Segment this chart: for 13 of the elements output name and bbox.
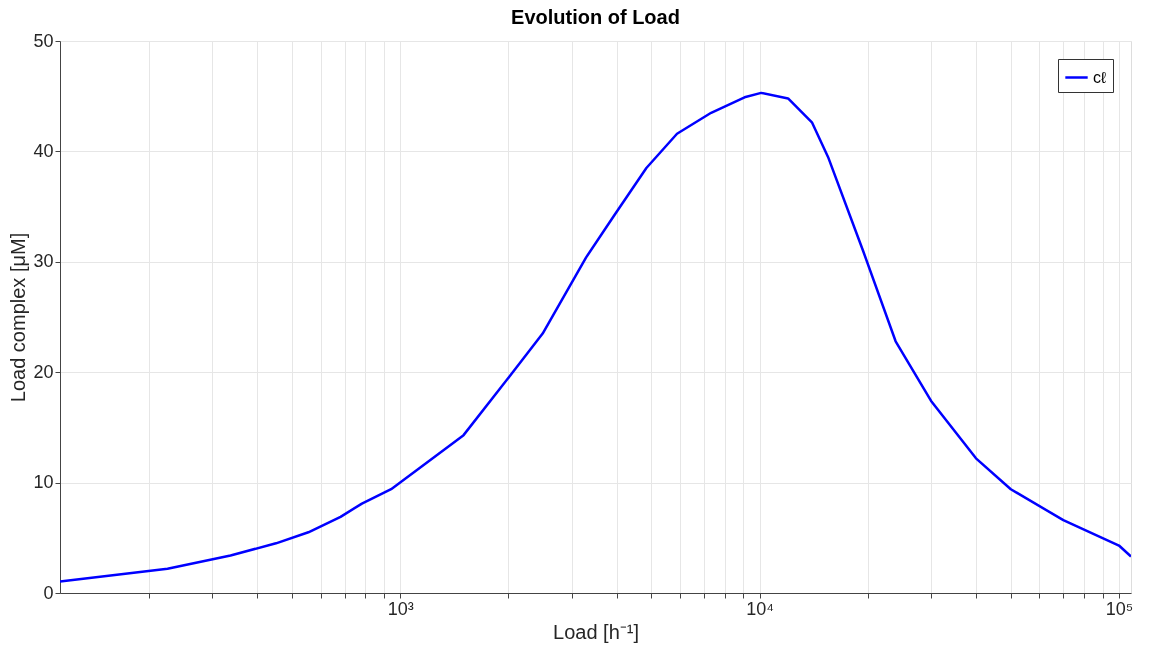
x-tick-label: 10⁵	[1105, 598, 1134, 619]
y-tick-label: 30	[33, 251, 54, 272]
x-axis-title: Load [h⁻¹]	[553, 620, 639, 643]
x-tick-label: 10⁴	[746, 598, 775, 619]
y-tick-label: 50	[33, 30, 54, 51]
legend-label: cℓ	[1093, 68, 1107, 86]
y-tick-label: 20	[33, 361, 54, 382]
y-tick-label: 0	[43, 582, 54, 603]
y-tick-label: 40	[33, 140, 54, 161]
x-tick-label: 10³	[387, 598, 414, 619]
y-axis-title: Load complex [μM]	[7, 232, 30, 403]
chart-title: Evolution of Load	[511, 6, 680, 28]
y-tick-label: 10	[33, 472, 54, 493]
